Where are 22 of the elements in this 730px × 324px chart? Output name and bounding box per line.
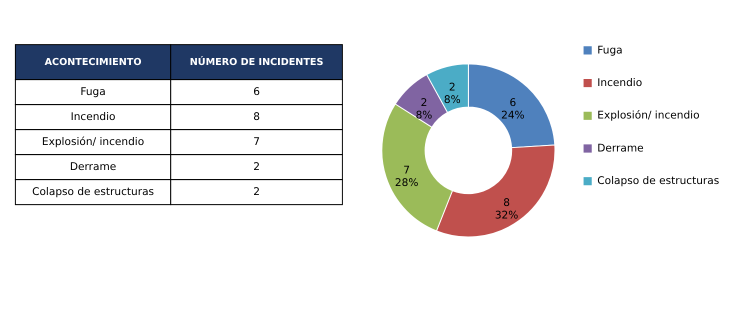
data-label: 8 32% (494, 196, 518, 222)
text: NÚMERO DE INCIDENTES (190, 56, 324, 68)
data-label: 2 8% (416, 96, 432, 122)
data-label: 2 8% (444, 81, 461, 106)
text: ACONTECIMIENTO (44, 57, 142, 68)
category-label: Derrame (70, 161, 116, 174)
legend-label: Derrame (597, 142, 644, 154)
category-label: Fuga (80, 86, 106, 98)
legend-label: Fuga (597, 44, 623, 56)
data-label: 2 (253, 186, 260, 198)
category-label: Colapso de estructuras (32, 186, 154, 198)
legend-label: Incendio (597, 76, 642, 89)
category-label: Incendio (70, 111, 116, 124)
category-label: Explosión/ incendio (42, 136, 144, 148)
legend-label: Explosión/ incendio (597, 110, 700, 122)
data-label: 6 (253, 86, 260, 98)
data-label: 8 (253, 111, 260, 124)
legend-label: Colapso de estructuras (597, 175, 720, 188)
data-label: 2 (253, 161, 260, 174)
data-label: 7 28% (394, 164, 418, 189)
data-label: 6 24% (501, 96, 525, 122)
data-label: 7 (253, 136, 260, 148)
